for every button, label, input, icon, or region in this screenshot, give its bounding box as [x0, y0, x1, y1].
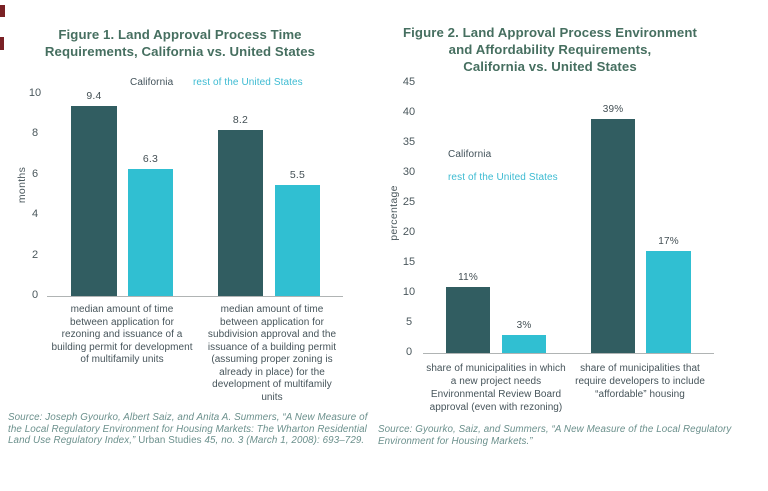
bar-rest-of-us-group1	[128, 168, 173, 296]
source-text: Source: Gyourko, Saiz, and Summers, “A N…	[378, 424, 732, 447]
y-axis-tick-25: 25	[402, 196, 416, 208]
bar-california-group2	[591, 119, 635, 353]
y-axis-tick-0: 0	[405, 346, 413, 358]
bar-rest-of-us-group2	[275, 184, 320, 296]
figure-1-panel: Figure 1. Land Approval Process Time Req…	[8, 26, 380, 447]
bar-value-label: 9.4	[86, 90, 102, 103]
source-text: Source: Joseph Gyourko, Albert Saiz, and…	[8, 412, 368, 447]
source-text: 45, no. 3 (March 1, 2008): 693–729.	[201, 435, 365, 447]
y-axis-tick-45: 45	[402, 76, 416, 88]
y-axis-tick-8: 8	[31, 127, 39, 140]
bar-value-label: 8.2	[232, 114, 249, 127]
x-axis-category-label-1: median amount of time between applicatio…	[51, 304, 193, 365]
figure-1-legend-item-california: California	[130, 77, 174, 88]
figure-2-plot-area: 0 5 10 15 20 25 30 35 40 45 11% 3% 39% 17% share of mu…	[376, 0, 768, 491]
figure-2-title: Figure 2. Land Approval Process Environm…	[403, 24, 697, 74]
edge-artifact-mark-1	[0, 5, 5, 17]
bar-value-label: 17%	[658, 236, 679, 247]
figure-2-panel: Figure 2. Land Approval Process Environm…	[376, 0, 768, 491]
y-axis-tick-20: 20	[402, 226, 416, 238]
x-axis-line	[47, 296, 343, 297]
bar-value-label: 3%	[516, 320, 532, 331]
y-axis-tick-15: 15	[402, 256, 416, 268]
bar-value-label: 5.5	[289, 168, 306, 181]
figure-1-source-note: Source: Joseph Gyourko, Albert Saiz, and…	[8, 412, 380, 447]
figure-1-plot-area: 0 2 4 6 8 10 9.4 6.3 8.2 5.5 median amount of time…	[28, 87, 343, 403]
figure-2-legend-item-rest-of-united-states: rest of the United States	[448, 172, 558, 183]
bar-california-group2	[218, 130, 263, 296]
x-axis-line	[423, 353, 714, 354]
figure-1-legend-item-rest-of-united-states: rest of the United States	[193, 77, 303, 88]
x-axis-category-label-2: share of municipalities that require dev…	[575, 363, 705, 400]
bar-value-label: 11%	[458, 272, 478, 283]
x-axis-category-label-1: share of municipalities in which a new p…	[426, 363, 566, 413]
bar-california-group1	[71, 106, 117, 296]
bar-rest-of-us-group1	[502, 335, 546, 353]
figure-2-source-note: Source: Gyourko, Saiz, and Summers, “A N…	[378, 424, 750, 447]
y-axis-tick-40: 40	[402, 106, 416, 118]
source-journal-name: Urban Studies	[138, 435, 202, 447]
bar-california-group1	[446, 287, 490, 353]
y-axis-tick-10: 10	[28, 87, 42, 99]
bar-rest-of-us-group2	[646, 251, 691, 353]
y-axis-tick-0: 0	[31, 289, 39, 301]
y-axis-tick-10: 10	[402, 286, 416, 298]
x-axis-category-label-2: median amount of time between applicatio…	[207, 304, 337, 403]
y-axis-tick-6: 6	[31, 167, 39, 180]
y-axis-tick-4: 4	[31, 208, 39, 221]
y-axis-tick-2: 2	[31, 248, 39, 261]
edge-artifact-mark-2	[0, 37, 4, 50]
bar-value-label: 6.3	[142, 152, 159, 165]
figure-2-legend-item-california: California	[448, 149, 492, 160]
y-axis-tick-5: 5	[405, 316, 413, 328]
y-axis-tick-35: 35	[402, 136, 416, 148]
bar-value-label: 39%	[602, 104, 624, 115]
figure-1-title: Figure 1. Land Approval Process Time Req…	[44, 26, 316, 59]
y-axis-tick-30: 30	[402, 166, 416, 178]
